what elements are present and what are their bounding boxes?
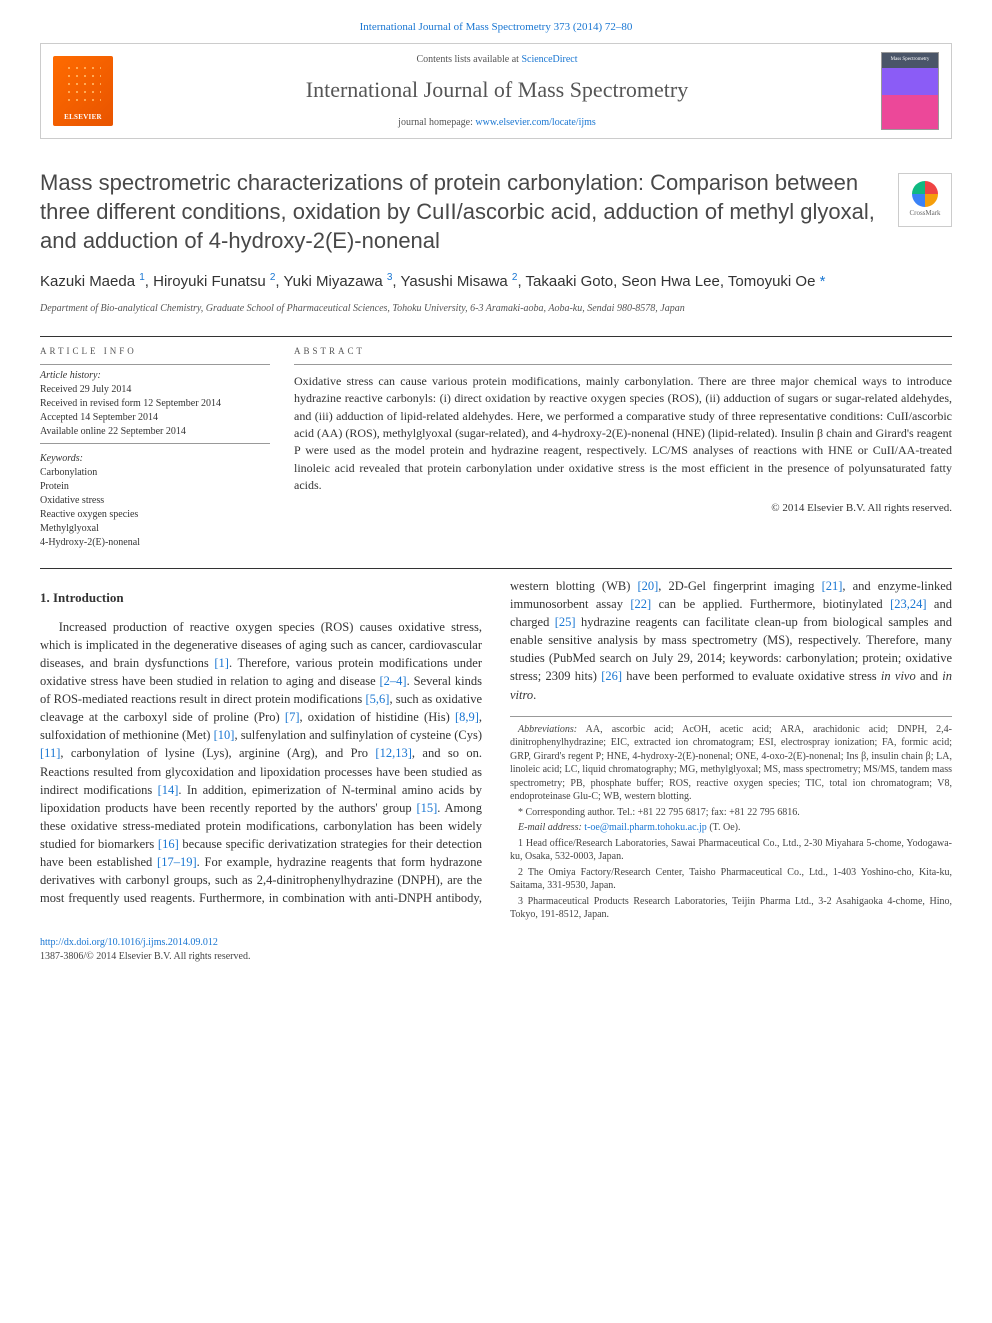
- history-label: Article history:: [40, 369, 270, 383]
- rule: [40, 568, 952, 569]
- homepage-line: journal homepage: www.elsevier.com/locat…: [113, 116, 881, 130]
- abstract-copyright: © 2014 Elsevier B.V. All rights reserved…: [294, 501, 952, 516]
- sciencedirect-link[interactable]: ScienceDirect: [521, 54, 577, 65]
- crossmark-label: CrossMark: [909, 209, 940, 219]
- citation-link[interactable]: [26]: [601, 669, 622, 683]
- corresponding-author: * Corresponding author. Tel.: +81 22 795…: [510, 806, 952, 820]
- homepage-prefix: journal homepage:: [398, 117, 475, 128]
- citation-link[interactable]: [23,24]: [890, 597, 926, 611]
- info-heading: ARTICLE INFO: [40, 345, 270, 358]
- keyword-item: Methylglyoxal: [40, 522, 270, 536]
- citation-link[interactable]: [16]: [158, 837, 179, 851]
- citation-link[interactable]: [20]: [637, 579, 658, 593]
- bottom-meta: http://dx.doi.org/10.1016/j.ijms.2014.09…: [40, 936, 952, 964]
- citation-link[interactable]: [21]: [822, 579, 843, 593]
- keyword-item: Oxidative stress: [40, 494, 270, 508]
- keyword-item: Carbonylation: [40, 466, 270, 480]
- footnote-1: 1 Head office/Research Laboratories, Saw…: [510, 837, 952, 864]
- crossmark-badge[interactable]: CrossMark: [898, 173, 952, 227]
- email-link[interactable]: t-oe@mail.pharm.tohoku.ac.jp: [584, 822, 707, 833]
- citation-link[interactable]: [2–4]: [380, 674, 407, 688]
- elsevier-logo-icon: ELSEVIER: [53, 56, 113, 126]
- history-revised: Received in revised form 12 September 20…: [40, 397, 270, 411]
- footnote-3: 3 Pharmaceutical Products Research Labor…: [510, 895, 952, 922]
- citation-link[interactable]: [25]: [555, 615, 576, 629]
- abbreviations: Abbreviations: AA, ascorbic acid; AcOH, …: [510, 723, 952, 804]
- abstract-block: ABSTRACT Oxidative stress can cause vari…: [294, 345, 952, 550]
- crossmark-icon: [912, 181, 938, 207]
- intro-heading: 1. Introduction: [40, 589, 482, 608]
- homepage-link[interactable]: www.elsevier.com/locate/ijms: [475, 117, 595, 128]
- journal-cover-icon: [881, 52, 939, 130]
- keywords-label: Keywords:: [40, 452, 270, 466]
- rule: [40, 336, 952, 337]
- abbrev-text: AA, ascorbic acid; AcOH, acetic acid; AR…: [510, 724, 952, 803]
- email-line: E-mail address: t-oe@mail.pharm.tohoku.a…: [510, 821, 952, 835]
- elsevier-label: ELSEVIER: [64, 113, 102, 123]
- citation-link[interactable]: [5,6]: [365, 692, 389, 706]
- citation-link[interactable]: [8,9]: [455, 710, 479, 724]
- history-online: Available online 22 September 2014: [40, 425, 270, 439]
- journal-header: ELSEVIER Contents lists available at Sci…: [40, 43, 952, 139]
- article-info: ARTICLE INFO Article history: Received 2…: [40, 345, 270, 550]
- email-suffix: (T. Oe).: [707, 822, 741, 833]
- abstract-heading: ABSTRACT: [294, 345, 952, 358]
- citation-link[interactable]: [15]: [416, 801, 437, 815]
- citation-link[interactable]: [1]: [214, 656, 229, 670]
- citation-link[interactable]: [14]: [158, 783, 179, 797]
- citation-link[interactable]: [11]: [40, 746, 60, 760]
- header-center: Contents lists available at ScienceDirec…: [113, 53, 881, 130]
- citation-link[interactable]: [12,13]: [375, 746, 411, 760]
- contents-prefix: Contents lists available at: [416, 54, 521, 65]
- citation-link[interactable]: [7]: [285, 710, 300, 724]
- info-abstract-row: ARTICLE INFO Article history: Received 2…: [40, 345, 952, 550]
- history-accepted: Accepted 14 September 2014: [40, 411, 270, 425]
- citation-link[interactable]: [22]: [630, 597, 651, 611]
- affiliation: Department of Bio-analytical Chemistry, …: [40, 302, 952, 316]
- keyword-item: 4-Hydroxy-2(E)-nonenal: [40, 536, 270, 550]
- footnote-2: 2 The Omiya Factory/Research Center, Tai…: [510, 866, 952, 893]
- journal-title: International Journal of Mass Spectromet…: [113, 75, 881, 106]
- abbrev-label: Abbreviations:: [518, 724, 577, 735]
- abstract-text: Oxidative stress can cause various prote…: [294, 373, 952, 495]
- contents-line: Contents lists available at ScienceDirec…: [113, 53, 881, 67]
- author-list: Kazuki Maeda 1, Hiroyuki Funatsu 2, Yuki…: [40, 271, 952, 292]
- history-received: Received 29 July 2014: [40, 383, 270, 397]
- body-columns: 1. Introduction Increased production of …: [40, 577, 952, 922]
- doi-link[interactable]: http://dx.doi.org/10.1016/j.ijms.2014.09…: [40, 937, 218, 948]
- citation-link[interactable]: [10]: [214, 728, 235, 742]
- running-head[interactable]: International Journal of Mass Spectromet…: [40, 20, 952, 35]
- citation-link[interactable]: [17–19]: [157, 855, 197, 869]
- keyword-item: Protein: [40, 480, 270, 494]
- issn-line: 1387-3806/© 2014 Elsevier B.V. All right…: [40, 951, 250, 962]
- email-label: E-mail address:: [518, 822, 584, 833]
- footnotes: Abbreviations: AA, ascorbic acid; AcOH, …: [510, 716, 952, 922]
- keyword-item: Reactive oxygen species: [40, 508, 270, 522]
- article-title: Mass spectrometric characterizations of …: [40, 169, 952, 255]
